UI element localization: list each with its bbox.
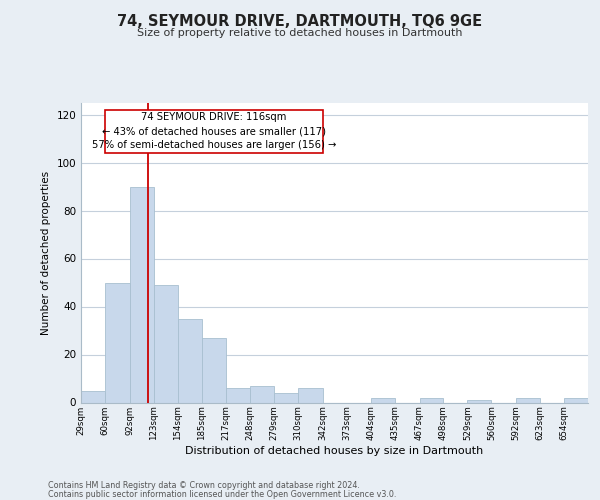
X-axis label: Distribution of detached houses by size in Dartmouth: Distribution of detached houses by size … (185, 446, 484, 456)
Bar (130, 186, 154, 402)
Bar (419, 398, 443, 402)
Y-axis label: Number of detached properties: Number of detached properties (41, 170, 51, 334)
Bar (226, 388, 250, 402)
Bar (371, 398, 395, 402)
Bar (154, 285, 178, 403)
Text: Contains public sector information licensed under the Open Government Licence v3: Contains public sector information licen… (48, 490, 397, 499)
Bar (178, 318, 202, 402)
FancyBboxPatch shape (105, 110, 323, 153)
Text: Size of property relative to detached houses in Dartmouth: Size of property relative to detached ho… (137, 28, 463, 38)
Bar (516, 398, 540, 402)
Text: 74 SEYMOUR DRIVE: 116sqm
← 43% of detached houses are smaller (117)
57% of semi-: 74 SEYMOUR DRIVE: 116sqm ← 43% of detach… (92, 112, 336, 150)
Bar (250, 386, 274, 402)
Bar (274, 393, 298, 402)
Bar (564, 398, 588, 402)
Bar (298, 388, 323, 402)
Text: 74, SEYMOUR DRIVE, DARTMOUTH, TQ6 9GE: 74, SEYMOUR DRIVE, DARTMOUTH, TQ6 9GE (118, 14, 482, 29)
Bar (202, 338, 226, 402)
Text: Contains HM Land Registry data © Crown copyright and database right 2024.: Contains HM Land Registry data © Crown c… (48, 481, 360, 490)
Bar (105, 282, 130, 403)
Bar (467, 400, 491, 402)
Bar (81, 390, 105, 402)
